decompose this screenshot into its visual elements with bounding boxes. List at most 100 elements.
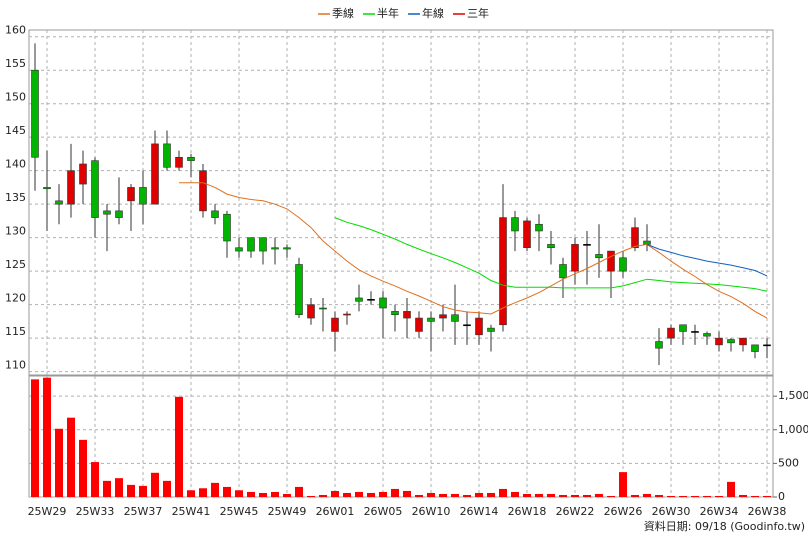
volume-bar [703,495,711,497]
volume-bar [235,490,243,497]
candle-body [379,297,387,309]
candle-body [547,244,555,249]
x-tick-label: 26W14 [460,505,499,518]
x-tick-label: 26W18 [508,505,547,518]
candle-body [259,237,267,252]
candle-body [439,314,447,319]
candle-body [355,297,363,302]
volume-bar [331,490,339,497]
candle-body [127,187,135,202]
y-tick-label: 145 [5,124,26,137]
candle-body [223,213,231,242]
candle-body [655,341,663,349]
candle-body [679,324,687,332]
volume-bar [667,495,675,497]
candle-body [619,257,627,272]
candle-body [31,69,39,158]
x-tick-label: 25W37 [124,505,163,518]
y-tick-label: 160 [5,24,26,37]
volume-bar [583,494,591,497]
volume-bar [643,493,651,497]
volume-bar [139,485,147,497]
legend-label: 季線 [332,6,354,20]
candle-body [235,247,243,252]
candle-body [427,317,435,322]
volume-bar [163,480,171,497]
x-tick-label: 25W41 [172,505,211,518]
volume-bar [187,490,195,497]
volume-bar [295,486,303,497]
volume-bar [595,493,603,497]
volume-bar [403,490,411,497]
candle-body [643,240,651,245]
volume-bar [223,486,231,497]
y-tick-label: 120 [5,292,26,305]
y-tick-label: 115 [5,325,26,338]
candle-body [103,210,111,215]
candle-body [175,156,183,168]
volume-bar [547,493,555,497]
volume-bar [691,495,699,497]
volume-panel [28,375,774,498]
volume-bar [79,439,87,497]
volume-bar [619,472,627,497]
marks [31,43,771,497]
y-tick-label: 1,500 [778,389,808,402]
volume-bar [43,377,51,497]
volume-bar [319,494,327,497]
candle-body [43,187,51,190]
x-tick-label: 26W34 [700,505,739,518]
volume-bar [679,495,687,497]
candle-body [187,156,195,161]
candle-body [691,331,699,333]
volume-bar [715,495,723,497]
volume-bar [355,491,363,497]
source-note: 資料日期: 09/18 (Goodinfo.tw) [644,519,805,533]
x-tick-label: 25W33 [76,505,115,518]
candle-body [115,210,123,218]
candle-body [571,244,579,272]
candle-body [607,250,615,272]
x-tick-label: 26W10 [412,505,451,518]
candle-body [67,170,75,205]
volume-bar [199,488,207,497]
volume-bar [271,491,279,497]
candle-body [727,339,735,344]
candle-body [751,344,759,352]
candle-body [403,311,411,319]
candle-body [307,304,315,319]
candle-body [583,244,591,246]
volume-bar [571,494,579,497]
candle-body [283,247,291,250]
legend-label: 半年 [377,6,399,20]
volume-bar [31,379,39,497]
candle-body [667,327,675,339]
candle-body [523,220,531,249]
legend-label: 年線 [422,6,444,20]
labels: 110 115 120 125 130 135 140 145 150 155 160 季線 半年 年線 三… [5,6,808,518]
candle-body [211,210,219,218]
volume-bar [655,494,663,497]
candle-body [499,217,507,326]
legend-label: 三年 [467,6,489,20]
volume-bar [523,493,531,497]
volume-bar [499,488,507,497]
volume-bar [451,493,459,497]
x-tick-label: 26W30 [652,505,691,518]
volume-bar [391,488,399,497]
x-tick-label: 26W01 [316,505,355,518]
moving-average-line [334,217,768,292]
candle-body [151,143,159,205]
y-tick-label: 110 [5,359,26,372]
volume-bar [379,491,387,497]
candle-body [271,247,279,250]
candle-body [367,299,375,301]
y-tick-label: 130 [5,225,26,238]
candle-body [391,311,399,316]
candle-body [91,160,99,218]
volume-bar [607,495,615,497]
candle-body [631,227,639,249]
volume-bar [439,493,447,497]
candle-body [331,317,339,332]
